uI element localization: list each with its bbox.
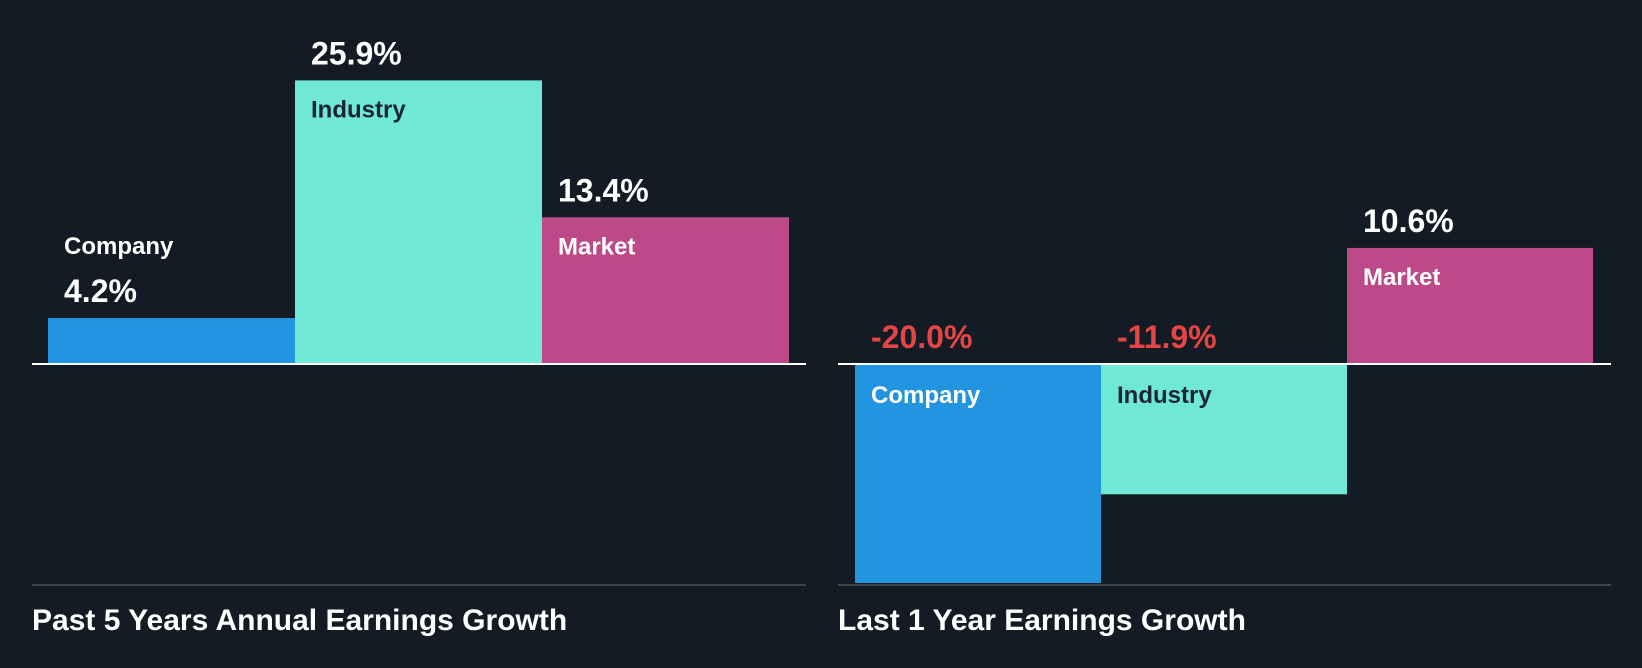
last-1-year-industry-category-label: Industry bbox=[1117, 382, 1212, 409]
last-1-year-company-category-label: Company bbox=[871, 382, 981, 409]
past-5-years-industry-bar bbox=[295, 80, 542, 365]
last-1-year-market-category-label: Market bbox=[1363, 264, 1440, 291]
last-1-year-industry-bar bbox=[1101, 364, 1347, 495]
past-5-years-industry-category-label: Industry bbox=[311, 96, 406, 123]
past-5-years-market-value-label: 13.4% bbox=[558, 172, 649, 208]
last-1-year-industry-value-label: -11.9% bbox=[1117, 319, 1217, 355]
past-5-years-company-bar bbox=[48, 318, 295, 364]
last-1-year-company-bar bbox=[855, 364, 1101, 583]
last-1-year-market-value-label: 10.6% bbox=[1363, 203, 1454, 239]
past-5-years-market-category-label: Market bbox=[558, 233, 635, 260]
past-5-years-industry-value-label: 25.9% bbox=[311, 35, 402, 71]
past-5-years-title: Past 5 Years Annual Earnings Growth bbox=[32, 604, 568, 637]
last-1-year-company-value-label: -20.0% bbox=[871, 319, 972, 355]
last-1-year-market-bar bbox=[1347, 247, 1593, 364]
past-5-years-company-category-label: Company bbox=[64, 233, 174, 260]
past-5-years-company-value-label: 4.2% bbox=[64, 273, 137, 309]
last-1-year-title: Last 1 Year Earnings Growth bbox=[838, 604, 1246, 637]
past-5-years-market-bar bbox=[542, 217, 789, 364]
